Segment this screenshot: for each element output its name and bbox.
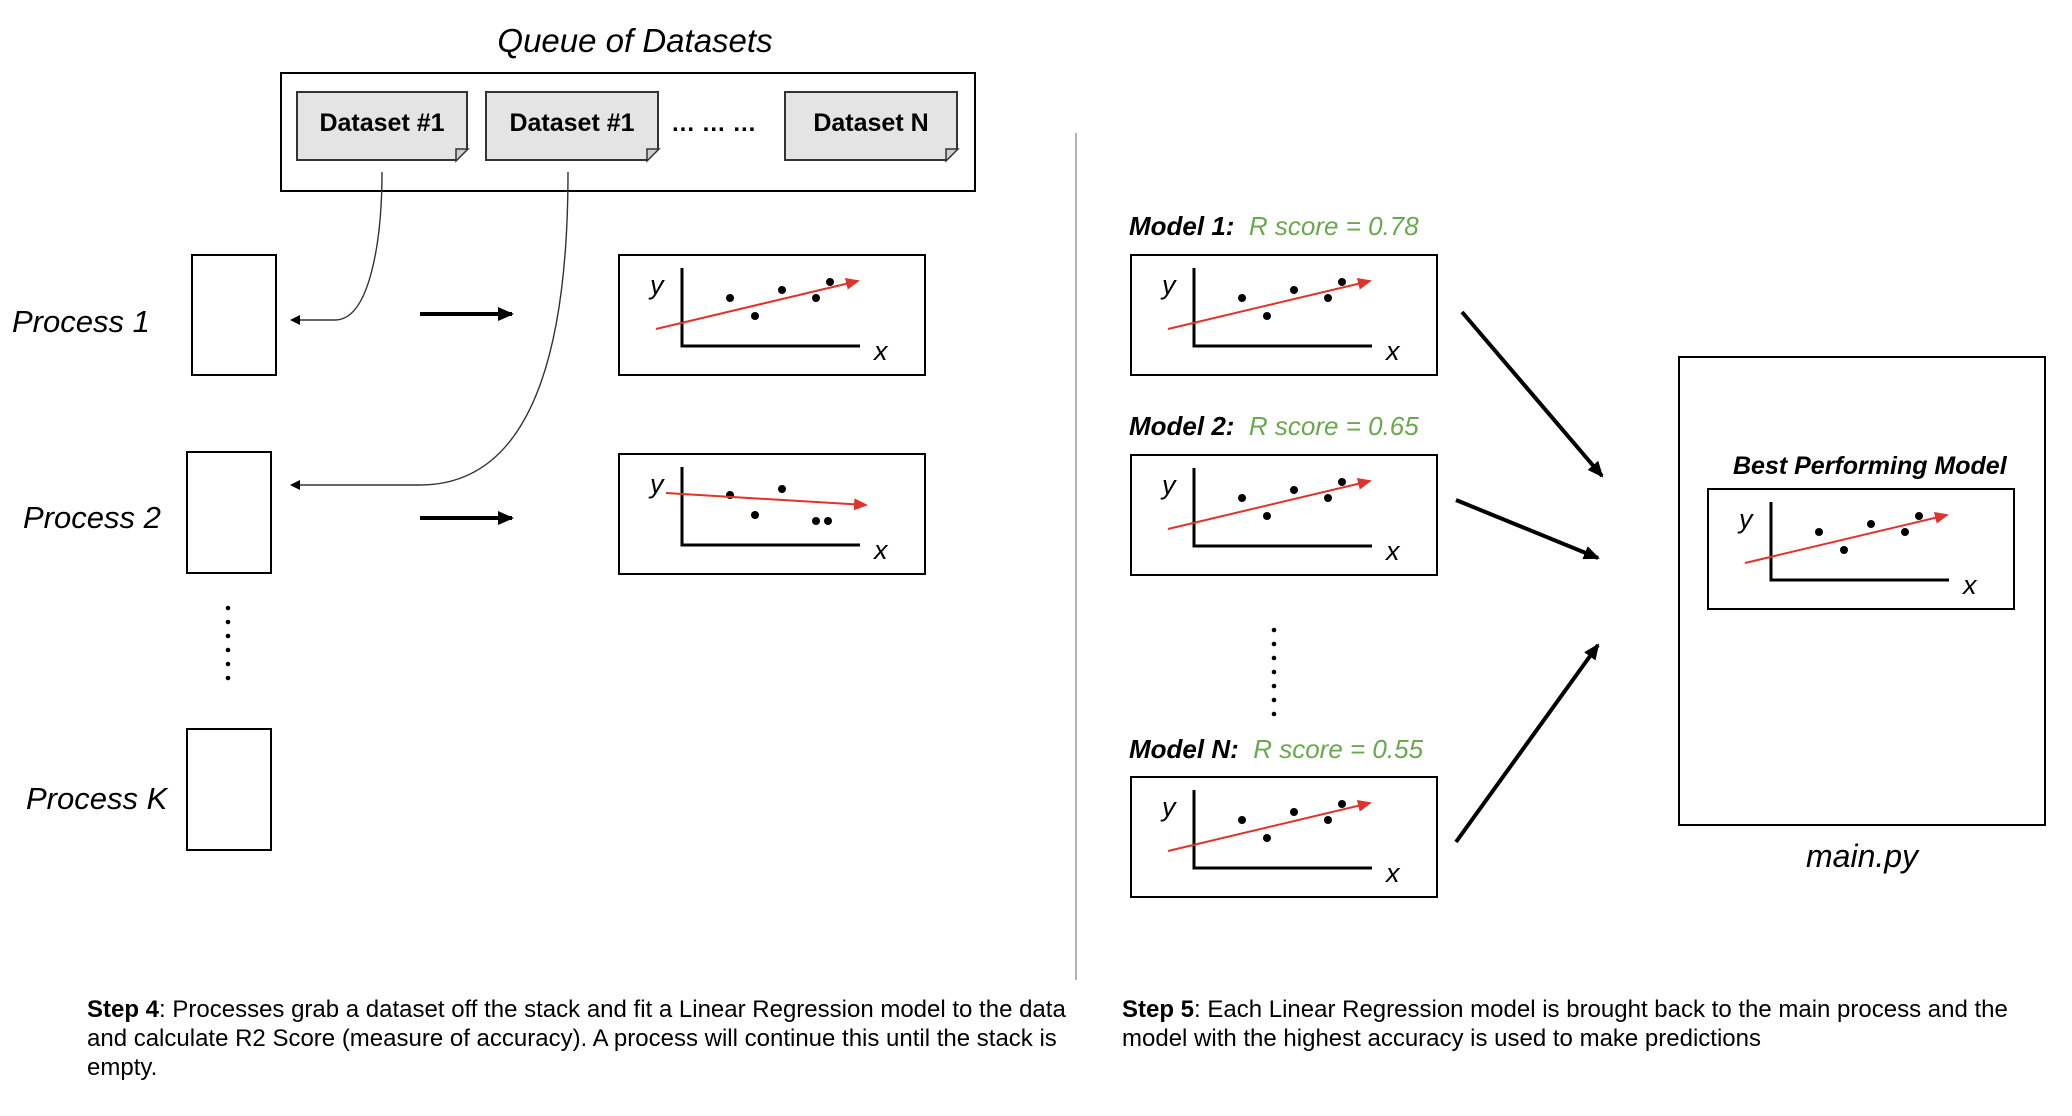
process-2-box [186,451,272,574]
main-py-label: main.py [1806,838,1919,874]
process-1-point-4 [812,294,820,302]
model-1-point-4 [1324,294,1332,302]
best-model-plot [1707,488,2015,610]
process-k-box [186,728,272,851]
step-4-text: : Processes grab a dataset off the stack… [87,996,1066,1081]
dataset-2-to-process-2-arrow [290,171,569,490]
step-5-label: Step 5 [1122,996,1195,1023]
model-n-trend-line [1167,799,1372,852]
process-1-trend-line [655,277,860,330]
dataset-card-1: Dataset #1 [296,91,468,161]
model-n-y-axis-label: y [1160,792,1177,822]
process-2-point-2 [751,511,759,519]
model-n-to-main-arrow [1454,643,1600,844]
model-1-label: Model 1: R score = 0.78 [1129,213,1419,239]
best-model-y-axis-label: y [1737,504,1754,534]
model-1-to-main-arrow [1460,310,1604,478]
dataset-card-n: Dataset N [784,91,958,161]
step-5-text: : Each Linear Regression model is brough… [1122,996,2008,1052]
model-n-point-5 [1338,800,1346,808]
model-n-name: Model N: [1129,734,1239,764]
model-n-point-3 [1290,808,1298,816]
process-2-y-axis-label: y [648,469,665,499]
process-1-plot [618,254,926,376]
model-1-point-5 [1338,278,1346,286]
model-1-plot [1130,254,1438,376]
process-1-axes [680,268,860,348]
model-2-point-4 [1324,494,1332,502]
model-2-score: R score = 0.65 [1248,411,1419,441]
best-model-point-4 [1901,528,1909,536]
model-ellipsis-dots [1271,627,1277,717]
process-2-point-5 [824,517,832,525]
best-model-x-axis-label: x [1961,570,1978,600]
best-model-point-2 [1840,546,1848,554]
step-4-label: Step 4 [87,996,160,1023]
model-1-axes [1192,268,1372,348]
model-1-point-1 [1238,294,1246,302]
model-1-point-3 [1290,286,1298,294]
model-1-y-axis-label: y [1160,270,1177,300]
model-2-point-5 [1338,478,1346,486]
model-n-label: Model N: R score = 0.55 [1129,736,1423,762]
process-1-label: Process 1 [12,304,150,339]
process-2-label: Process 2 [23,500,161,535]
process-k-label: Process K [26,781,168,816]
model-1-name: Model 1: [1129,211,1235,241]
model-n-plot [1130,776,1438,898]
process-1-box [191,254,277,376]
model-2-name: Model 2: [1129,411,1235,441]
step-5-caption: Step 5: Each Linear Regression model is … [1122,995,2052,1053]
model-2-point-3 [1290,486,1298,494]
model-n-point-2 [1263,834,1271,842]
best-model-axes [1769,502,1949,582]
model-2-x-axis-label: x [1384,536,1401,566]
queue-title: Queue of Datasets [497,22,773,59]
model-2-plot [1130,454,1438,576]
model-2-point-1 [1238,494,1246,502]
queue-box [280,72,976,192]
process-1-y-axis-label: y [648,270,665,300]
model-n-point-4 [1324,816,1332,824]
model-2-point-2 [1263,512,1271,520]
process-2-plot [618,453,926,575]
model-2-axes [1192,468,1372,548]
process-1-point-5 [826,278,834,286]
process-2-point-3 [778,485,786,493]
model-n-x-axis-label: x [1384,858,1401,888]
best-model-trend-line [1744,511,1949,564]
dataset-folds [455,148,960,163]
process-ellipsis-dots [225,605,231,681]
best-model-point-5 [1915,512,1923,520]
model-1-x-axis-label: x [1384,336,1401,366]
model-n-point-1 [1238,816,1246,824]
queue-ellipsis: ... ... ... [672,110,757,137]
step-4-caption: Step 4: Processes grab a dataset off the… [87,995,1077,1082]
process-2-point-4 [812,517,820,525]
mini-plots: y x y x y x y x y x y x [648,268,1978,888]
best-model-point-3 [1867,520,1875,528]
model-n-axes [1192,790,1372,870]
dataset-1-to-process-1-arrow [290,171,383,325]
model-1-point-2 [1263,312,1271,320]
process-2-trend-line [665,492,868,511]
process-2-axes [680,467,860,547]
model-2-y-axis-label: y [1160,470,1177,500]
model-2-trend-line [1167,477,1372,530]
process-1-point-1 [726,294,734,302]
process-1-point-2 [751,312,759,320]
model-n-score: R score = 0.55 [1253,734,1424,764]
dataset-card-2: Dataset #1 [485,91,659,161]
model-1-trend-line [1167,277,1372,330]
process-1-x-axis-label: x [872,336,889,366]
model-2-to-main-arrow [1455,498,1600,560]
model-1-score: R score = 0.78 [1248,211,1419,241]
process-2-x-axis-label: x [872,535,889,565]
best-model-point-1 [1815,528,1823,536]
process-1-point-3 [778,286,786,294]
model-2-label: Model 2: R score = 0.65 [1129,413,1419,439]
best-model-title: Best Performing Model [1733,452,2007,480]
